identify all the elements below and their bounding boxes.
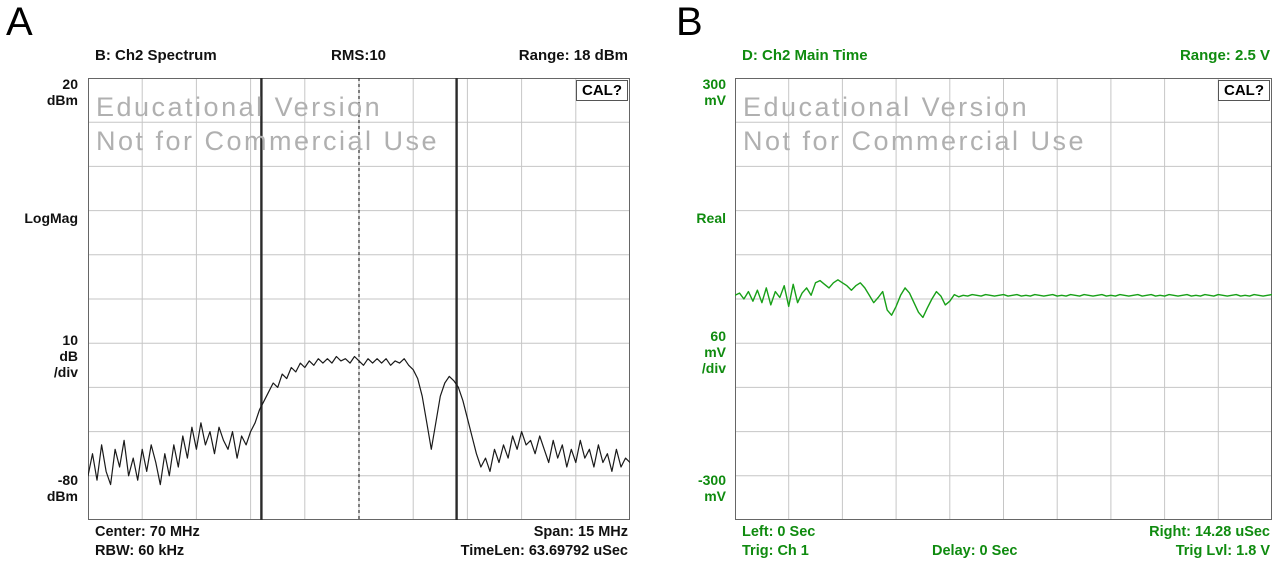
right-time-label: Right: 14.28 uSec — [1149, 524, 1270, 540]
trig-level-label: Trig Lvl: 1.8 V — [1175, 543, 1270, 559]
spectrum-chart — [88, 78, 630, 520]
span-label: Span: 15 MHz — [533, 524, 628, 540]
timelen-label: TimeLen: 63.69792 uSec — [460, 543, 628, 559]
time-footer-line1: Left: 0 Sec Right: 14.28 uSec — [735, 524, 1272, 541]
trig-source-label: Trig: Ch 1 — [742, 543, 809, 559]
time-header: D: Ch2 Main Time Range: 2.5 V — [735, 47, 1272, 64]
cal-badge: CAL? — [576, 80, 628, 101]
time-footer-line2: Trig: Ch 1 Delay: 0 Sec Trig Lvl: 1.8 V — [735, 543, 1272, 560]
watermark: Educational Version Not for Commercial U… — [96, 90, 439, 158]
spectrum-y-top-label: 20 dBm — [46, 76, 78, 108]
time-title: D: Ch2 Main Time — [742, 47, 868, 64]
left-time-label: Left: 0 Sec — [742, 524, 816, 540]
spectrum-plot-area: Educational Version Not for Commercial U… — [88, 78, 630, 520]
center-freq-label: Center: 70 MHz — [95, 524, 200, 540]
panel-a-label: A — [6, 0, 33, 44]
spectrum-title: B: Ch2 Spectrum — [95, 47, 217, 64]
spectrum-header: B: Ch2 Spectrum RMS:10 Range: 18 dBm — [88, 47, 630, 64]
watermark-line1: Educational Version — [96, 92, 383, 122]
spectrum-footer-line1: Center: 70 MHz Span: 15 MHz — [88, 524, 630, 541]
rbw-label: RBW: 60 kHz — [95, 543, 185, 559]
spectrum-footer-line2: RBW: 60 kHz TimeLen: 63.69792 uSec — [88, 543, 630, 560]
time-range-label: Range: 2.5 V — [1179, 47, 1270, 64]
spectrum-y-bottom-label: -80 dBm — [46, 472, 78, 504]
cal-badge: CAL? — [1218, 80, 1270, 101]
time-scale-label: 60 mV /div — [701, 328, 726, 376]
spectrum-scale-label: 10 dB /div — [53, 332, 78, 380]
watermark-line2: Not for Commercial Use — [96, 126, 440, 156]
time-y-top-label: 300 mV — [702, 76, 726, 108]
time-plot-area: Educational Version Not for Commercial U… — [735, 78, 1272, 520]
watermark-line1: Educational Version — [743, 92, 1030, 122]
watermark-line2: Not for Commercial Use — [743, 126, 1087, 156]
time-y-bottom-label: -300 mV — [697, 472, 726, 504]
spectrum-rms-label: RMS:10 — [331, 47, 387, 64]
delay-label: Delay: 0 Sec — [932, 543, 1018, 559]
time-format-label: Real — [696, 210, 726, 226]
spectrum-format-label: LogMag — [24, 210, 78, 226]
watermark: Educational Version Not for Commercial U… — [743, 90, 1086, 158]
panel-b-label: B — [676, 0, 703, 44]
time-chart — [735, 78, 1272, 520]
spectrum-range-label: Range: 18 dBm — [518, 47, 628, 64]
